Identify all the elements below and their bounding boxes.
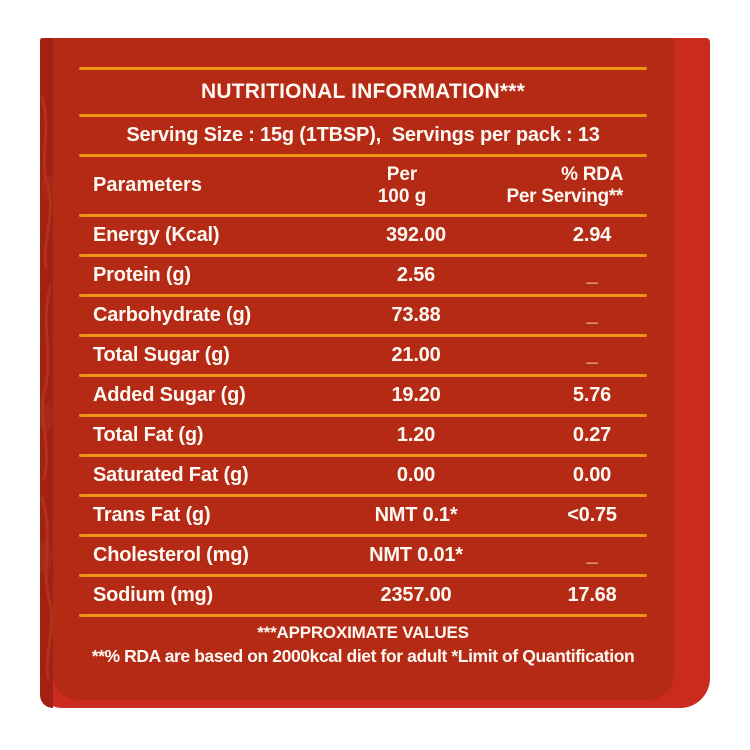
row-column-spacer [501,337,537,374]
row-divider-line [79,614,647,617]
header-rda-per-serving: % RDA Per Serving** [483,164,647,208]
table-rows: Energy (Kcal) 392.00 2.94 Protein (g) 2.… [79,217,647,617]
nutrition-label-panel: NUTRITIONAL INFORMATION*** Serving Size … [53,38,674,700]
divider-line [79,214,647,217]
row-divider-line [79,574,647,577]
row-per-100g-value: 1.20 [396,424,436,446]
row-per-100g-value: 2357.00 [380,584,452,606]
header-rda-line1: % RDA [561,163,623,185]
row-rda-per-serving-value: <0.75 [567,504,617,526]
header-per-100g-line1: Per [386,163,418,185]
row-parameter-label: Total Sugar (g) [93,344,230,366]
row-rda-per-serving-value: 17.68 [567,584,617,606]
footnote-approximate-values: ***APPROXIMATE VALUES [257,623,469,642]
divider-line-top [79,67,647,70]
row-divider-line [79,334,647,337]
row-column-spacer [501,417,537,454]
row-parameter-label: Saturated Fat (g) [93,464,249,486]
row-rda-per-serving-value: _ [586,344,598,366]
serving-size-line: Serving Size : 15g (1TBSP), Servings per… [126,124,600,146]
row-per-100g-value: 2.56 [396,264,436,286]
row-rda-per-serving-value: 5.76 [572,384,612,406]
header-rda-line2: Per Serving** [506,185,624,207]
row-rda-per-serving-value: _ [586,304,598,326]
package-left-fold [40,38,53,708]
nutrition-table: NUTRITIONAL INFORMATION*** Serving Size … [53,38,674,668]
footnote-rda-basis: **% RDA are based on 2000kcal diet for a… [91,646,635,666]
row-per-100g-value: 392.00 [386,224,446,246]
row-per-100g-value: 73.88 [391,304,441,326]
table-row: Trans Fat (g) NMT 0.1* <0.75 [79,497,647,537]
row-rda-per-serving-value: _ [586,264,598,286]
table-row: Total Fat (g) 1.20 0.27 [79,417,647,457]
row-per-100g-value: 21.00 [391,344,441,366]
row-rda-per-serving-value: 2.94 [572,224,612,246]
red-package-front: NUTRITIONAL INFORMATION*** Serving Size … [40,38,710,708]
row-rda-per-serving-value: _ [586,544,598,566]
table-row: Carbohydrate (g) 73.88 _ [79,297,647,337]
row-column-spacer [501,217,537,254]
row-column-spacer [501,257,537,294]
nutrition-title: NUTRITIONAL INFORMATION*** [200,80,526,103]
row-parameter-label: Trans Fat (g) [93,504,211,526]
row-per-100g-value: 19.20 [391,384,441,406]
row-parameter-label: Total Fat (g) [93,424,204,446]
table-row: Total Sugar (g) 21.00 _ [79,337,647,377]
row-rda-per-serving-value: 0.27 [572,424,612,446]
table-row: Added Sugar (g) 19.20 5.76 [79,377,647,417]
divider-line [79,114,647,117]
row-parameter-label: Carbohydrate (g) [93,304,251,326]
row-divider-line [79,374,647,377]
row-column-spacer [501,377,537,414]
table-row: Saturated Fat (g) 0.00 0.00 [79,457,647,497]
row-parameter-label: Cholesterol (mg) [93,544,249,566]
row-divider-line [79,294,647,297]
header-per-100g-line2: 100 g [377,185,427,207]
row-column-spacer [501,297,537,334]
table-row: Energy (Kcal) 392.00 2.94 [79,217,647,257]
row-divider-line [79,494,647,497]
header-per-100g: Per 100 g [321,164,484,208]
row-parameter-label: Added Sugar (g) [93,384,246,406]
footnotes: ***APPROXIMATE VALUES **% RDA are based … [79,622,647,668]
table-row: Protein (g) 2.56 _ [79,257,647,297]
row-divider-line [79,414,647,417]
table-header-row: Parameters Per 100 g % RDA Per Serving** [79,157,647,214]
row-divider-line [79,454,647,457]
row-column-spacer [501,577,537,614]
row-divider-line [79,534,647,537]
table-row: Cholesterol (mg) NMT 0.01* _ [79,537,647,577]
row-per-100g-value: NMT 0.1* [374,504,458,526]
divider-line [79,154,647,157]
row-divider-line [79,254,647,257]
row-per-100g-value: NMT 0.01* [369,544,463,566]
row-parameter-label: Protein (g) [93,264,191,286]
row-column-spacer [501,497,537,534]
package-side-artwork [40,96,53,680]
row-rda-per-serving-value: 0.00 [572,464,612,486]
table-row: Sodium (mg) 2357.00 17.68 [79,577,647,617]
row-column-spacer [501,537,537,574]
header-parameters: Parameters [93,174,202,196]
row-parameter-label: Sodium (mg) [93,584,214,606]
row-per-100g-value: 0.00 [396,464,436,486]
row-column-spacer [501,457,537,494]
row-parameter-label: Energy (Kcal) [93,224,220,246]
